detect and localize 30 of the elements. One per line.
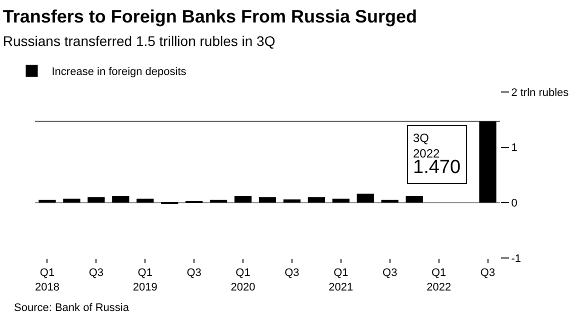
bar xyxy=(88,197,105,203)
x-tick-label: Q3 xyxy=(186,267,202,280)
x-tick-label: Q3 xyxy=(284,267,300,280)
x-tick-label: Q1 2022 xyxy=(426,267,452,294)
bar xyxy=(112,196,130,203)
bar xyxy=(63,198,80,203)
bar xyxy=(38,200,56,203)
y-tick-label: 2 trln rubles xyxy=(511,86,570,99)
x-tick-label: Q3 xyxy=(480,267,496,280)
x-tick-label: Q1 2018 xyxy=(35,267,60,294)
bar xyxy=(308,197,326,203)
source-note: Source: Bank of Russia xyxy=(14,302,130,314)
bar xyxy=(479,121,496,203)
x-tick-label: Q3 xyxy=(382,267,398,280)
legend-label: Increase in foreign deposits xyxy=(52,66,187,78)
bar xyxy=(406,196,423,203)
annotation: 3Q 2022 1.470 xyxy=(413,131,461,178)
bar xyxy=(356,194,374,203)
chart-subtitle: Russians transferred 1.5 trillion rubles in 3Q xyxy=(2,32,276,49)
x-tick-label: Q3 xyxy=(88,267,104,280)
x-tick-label: Q1 2019 xyxy=(132,267,158,294)
bar xyxy=(234,196,252,203)
x-tick-label: Q1 2021 xyxy=(328,267,354,294)
y-tick-label: 0 xyxy=(511,198,518,210)
chart-title: Transfers to Foreign Banks From Russia Surged xyxy=(2,6,418,26)
y-tick-label: 1 xyxy=(511,142,518,154)
bar xyxy=(283,199,301,203)
bar xyxy=(258,197,276,203)
x-tick-label: Q1 2020 xyxy=(230,267,256,294)
y-tick-label: -1 xyxy=(511,252,521,265)
